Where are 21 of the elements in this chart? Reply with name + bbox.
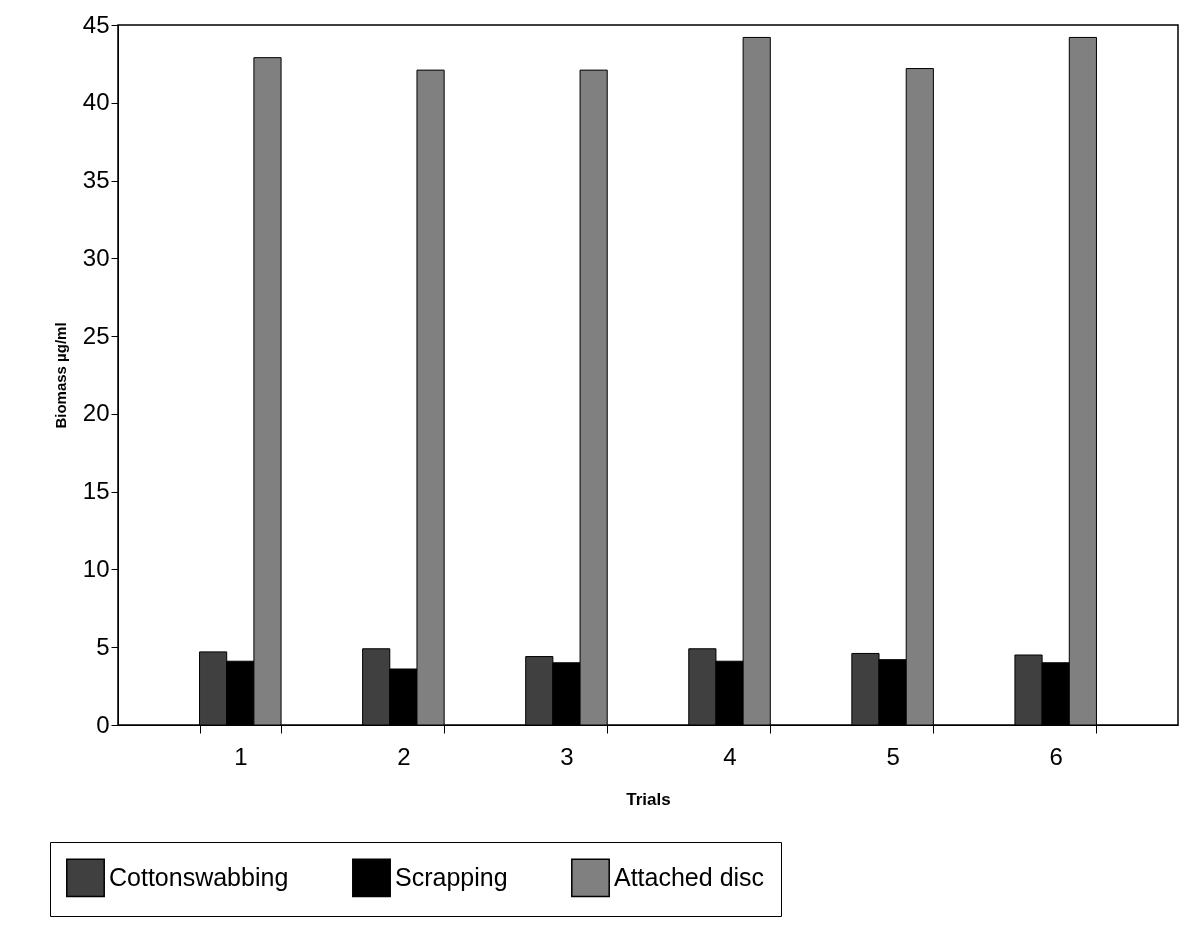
legend-label: Attached disc bbox=[614, 862, 765, 891]
y-tick-label: 10 bbox=[82, 554, 110, 582]
x-tick-label: 4 bbox=[723, 742, 737, 770]
y-tick-label: 0 bbox=[96, 710, 110, 738]
y-tick-label: 20 bbox=[82, 399, 110, 427]
legend-label: Scrapping bbox=[395, 862, 508, 891]
x-tick-label: 3 bbox=[560, 742, 574, 770]
y-tick-label: 5 bbox=[96, 632, 110, 660]
y-tick-label: 30 bbox=[82, 243, 110, 271]
y-tick-label: 40 bbox=[82, 88, 110, 116]
x-tick-label: 6 bbox=[1049, 742, 1063, 770]
x-tick-label: 1 bbox=[234, 742, 248, 770]
y-tick-label: 35 bbox=[82, 166, 110, 194]
legend-label: Cottonswabbing bbox=[109, 862, 289, 891]
x-tick-label: 2 bbox=[397, 742, 411, 770]
y-tick-label: 15 bbox=[82, 477, 110, 505]
x-tick-label: 5 bbox=[886, 742, 900, 770]
y-tick-label: 45 bbox=[82, 10, 110, 38]
y-tick-label: 25 bbox=[82, 321, 110, 349]
y-axis-title: Biomass µg/ml bbox=[51, 322, 69, 429]
x-axis-title: Trials bbox=[626, 789, 671, 809]
